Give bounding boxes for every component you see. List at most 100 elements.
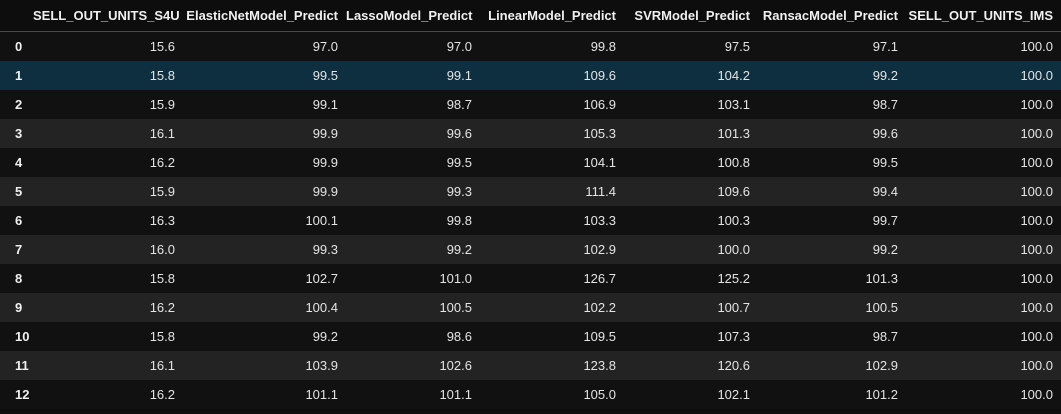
row-index: 7 [15, 241, 23, 257]
table-cell: 109.6 [717, 183, 750, 199]
table-row[interactable]: 5 15.9 99.9 99.3 111.4 109.6 99.4 100.0 [0, 176, 1061, 206]
table-cell: 99.7 [872, 212, 898, 228]
table-cell: 100.0 [1020, 241, 1053, 257]
table-cell: 100.0 [1020, 38, 1053, 54]
table-cell: 97.1 [872, 38, 898, 54]
table-row[interactable]: 11 16.1 103.9 102.6 123.8 120.6 102.9 100.0 [0, 350, 1061, 380]
table-cell: 99.8 [590, 38, 616, 54]
column-header: RansacModel_Predict [758, 0, 906, 32]
index-header [0, 0, 33, 32]
table-cell: 126.7 [583, 270, 616, 286]
table-cell: 97.0 [312, 38, 338, 54]
table-cell: 125.2 [717, 270, 750, 286]
row-index: 1 [15, 67, 23, 83]
table-cell: 102.1 [717, 386, 750, 402]
table-row[interactable]: 7 16.0 99.3 99.2 102.9 100.0 99.2 100.0 [0, 234, 1061, 264]
table-cell: 99.9 [312, 125, 338, 141]
table-cell: 98.6 [446, 328, 472, 344]
table-cell: 97.5 [724, 38, 750, 54]
row-index: 11 [15, 357, 29, 373]
table-cell: 101.3 [865, 270, 898, 286]
table-cell: 99.2 [872, 241, 898, 257]
table-cell: 99.9 [312, 154, 338, 170]
table-cell: 102.6 [439, 357, 472, 373]
table-cell: 97.0 [446, 38, 472, 54]
table-cell: 109.6 [583, 67, 616, 83]
table-cell: 100.0 [1020, 328, 1053, 344]
table-cell: 99.2 [446, 241, 472, 257]
table-body: 0 15.6 97.0 97.0 99.8 97.5 97.1 100.0 1 15.8 99.5 9… [0, 31, 1061, 409]
table-row[interactable]: 2 15.9 99.1 98.7 106.9 103.1 98.7 100.0 [0, 89, 1061, 119]
table-cell: 109.5 [583, 328, 616, 344]
row-index: 3 [15, 125, 23, 141]
row-index: 12 [15, 386, 30, 402]
table-cell: 99.1 [312, 96, 338, 112]
table-cell: 15.8 [149, 328, 175, 344]
table-cell: 123.8 [583, 357, 616, 373]
row-index: 8 [15, 270, 23, 286]
table-cell: 99.2 [872, 67, 898, 83]
table-cell: 100.8 [717, 154, 750, 170]
table-cell: 100.4 [305, 299, 338, 315]
table-row[interactable]: 10 15.8 99.2 98.6 109.5 107.3 98.7 100.0 [0, 321, 1061, 351]
table-cell: 100.5 [865, 299, 898, 315]
table-cell: 100.0 [1020, 67, 1053, 83]
table-cell: 106.9 [583, 96, 616, 112]
table-row[interactable]: 8 15.8 102.7 101.0 126.7 125.2 101.3 100.0 [0, 263, 1061, 293]
table-cell: 99.3 [446, 183, 472, 199]
table-cell: 99.4 [872, 183, 898, 199]
table-cell: 102.9 [583, 241, 616, 257]
table-cell: 15.8 [149, 270, 175, 286]
table-row[interactable]: 9 16.2 100.4 100.5 102.2 100.7 100.5 100.0 [0, 292, 1061, 322]
table-cell: 99.9 [312, 183, 338, 199]
table-cell: 100.0 [1020, 386, 1053, 402]
table-cell: 101.2 [865, 386, 898, 402]
table-cell: 100.1 [305, 212, 338, 228]
table-row[interactable]: 6 16.3 100.1 99.8 103.3 100.3 99.7 100.0 [0, 205, 1061, 235]
table-cell: 16.3 [149, 212, 175, 228]
table-cell: 16.1 [149, 125, 175, 141]
table-row[interactable]: 4 16.2 99.9 99.5 104.1 100.8 99.5 100.0 [0, 147, 1061, 177]
table-cell: 15.9 [149, 96, 175, 112]
table-cell: 120.6 [717, 357, 750, 373]
column-header: SELL_OUT_UNITS_S4U [33, 0, 183, 32]
table-cell: 99.5 [446, 154, 472, 170]
table-cell: 15.8 [149, 67, 175, 83]
table-row[interactable]: 12 16.2 101.1 101.1 105.0 102.1 101.2 100.0 [0, 379, 1061, 409]
table-cell: 99.5 [872, 154, 898, 170]
table-cell: 99.8 [446, 212, 472, 228]
table-cell: 100.0 [1020, 125, 1053, 141]
row-index: 0 [15, 38, 23, 54]
column-header: LassoModel_Predict [346, 0, 480, 32]
table-row[interactable]: 0 15.6 97.0 97.0 99.8 97.5 97.1 100.0 [0, 31, 1061, 61]
table-cell: 101.0 [439, 270, 472, 286]
table-cell: 16.2 [149, 154, 175, 170]
table-row[interactable]: 1 15.8 99.5 99.1 109.6 104.2 99.2 100.0 [0, 60, 1061, 90]
table-cell: 103.1 [717, 96, 750, 112]
table-row[interactable]: 3 16.1 99.9 99.6 105.3 101.3 99.6 100.0 [0, 118, 1061, 148]
table-cell: 102.7 [305, 270, 338, 286]
table-cell: 100.0 [1020, 96, 1053, 112]
table-cell: 98.7 [872, 96, 898, 112]
table-cell: 104.1 [583, 154, 616, 170]
table-cell: 101.1 [305, 386, 338, 402]
table-cell: 103.9 [305, 357, 338, 373]
table-cell: 98.7 [446, 96, 472, 112]
table-cell: 16.2 [149, 299, 175, 315]
table-cell: 99.1 [446, 67, 472, 83]
table-cell: 99.6 [446, 125, 472, 141]
table-cell: 100.0 [1020, 154, 1053, 170]
table-cell: 104.2 [717, 67, 750, 83]
row-index: 2 [15, 96, 23, 112]
table-cell: 101.3 [717, 125, 750, 141]
table-cell: 102.9 [865, 357, 898, 373]
table-cell: 105.3 [583, 125, 616, 141]
row-index: 5 [15, 183, 23, 199]
table-cell: 100.0 [1020, 299, 1053, 315]
table-cell: 100.0 [1020, 212, 1053, 228]
table-cell: 99.5 [312, 67, 338, 83]
table-cell: 100.0 [1020, 357, 1053, 373]
table-cell: 107.3 [717, 328, 750, 344]
row-index: 4 [15, 154, 23, 170]
